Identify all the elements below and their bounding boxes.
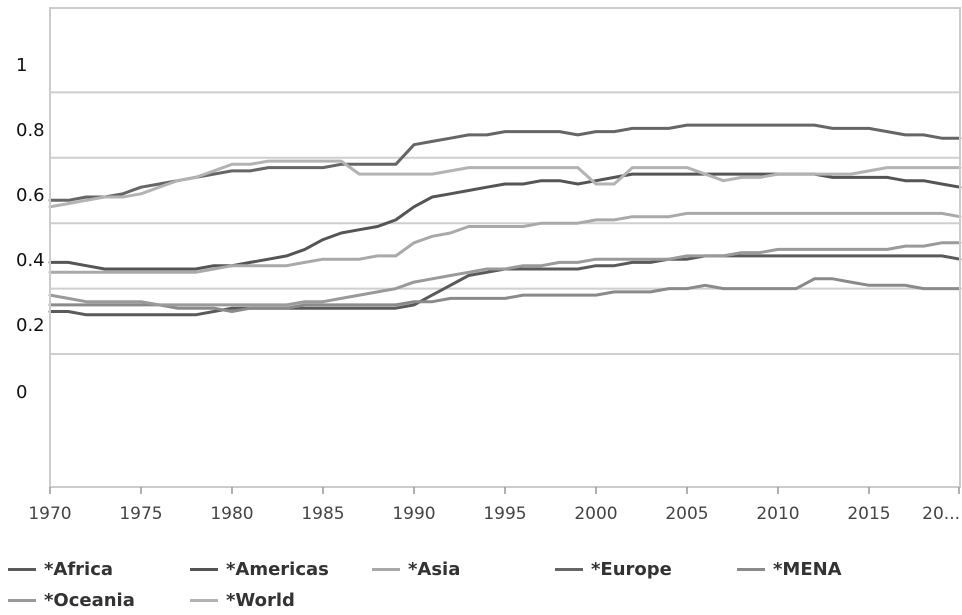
y-axis-tick-labels: 1 0.8 0.6 0.4 0.2 0 <box>16 55 45 403</box>
legend-swatch <box>555 567 583 571</box>
x-tick-label: 20... <box>922 504 960 524</box>
x-tick-label: 1990 <box>392 504 435 524</box>
y-tick-label: 1 <box>16 55 27 76</box>
legend-swatch <box>372 567 400 571</box>
y-tick-label: 0.8 <box>16 120 45 141</box>
line-chart: 1 0.8 0.6 0.4 0.2 0 1970 1975 1980 1985 1990 1995 2… <box>16 7 962 524</box>
plot-frame <box>49 7 961 488</box>
legend-item[interactable]: *World <box>190 587 295 613</box>
legend-label: *Americas <box>226 558 329 580</box>
legend-item[interactable]: *Oceania <box>8 587 135 613</box>
y-tick-label: 0.2 <box>16 315 45 336</box>
legend-item[interactable]: *Africa <box>8 556 113 582</box>
legend-label: *Oceania <box>44 589 135 611</box>
legend-label: *Europe <box>591 558 672 580</box>
legend-label: *World <box>226 589 295 611</box>
legend-label: *MENA <box>773 558 842 580</box>
legend-item[interactable]: *Asia <box>372 556 460 582</box>
x-tick-label: 2000 <box>574 504 617 524</box>
y-tick-label: 0 <box>16 382 27 403</box>
x-tick-label: 1975 <box>119 504 162 524</box>
series-line <box>48 241 962 307</box>
plot-border <box>49 7 961 488</box>
legend-item[interactable]: *MENA <box>737 556 842 582</box>
legend-label: *Asia <box>408 558 461 580</box>
legend-swatch <box>190 567 218 571</box>
series-line <box>48 211 962 274</box>
x-tick-label: 2010 <box>756 504 799 524</box>
legend-swatch <box>8 567 36 571</box>
x-tick-label: 2005 <box>665 504 708 524</box>
legend-swatch <box>190 598 218 602</box>
y-tick-label: 0.6 <box>16 185 45 206</box>
legend-item[interactable]: *Europe <box>555 556 672 582</box>
legend-swatch <box>737 567 765 571</box>
series-line <box>48 277 962 313</box>
series-line <box>48 123 962 202</box>
gridlines <box>50 91 960 355</box>
x-tick-label: 1970 <box>28 504 71 524</box>
series-lines <box>48 123 962 317</box>
legend-item[interactable]: *Americas <box>190 556 329 582</box>
x-axis-tick-labels: 1970 1975 1980 1985 1990 1995 2000 2005 2010 2015… <box>28 487 960 524</box>
legend-label: *Africa <box>44 558 114 580</box>
x-tick-label: 2015 <box>847 504 890 524</box>
series-line <box>48 159 962 209</box>
x-tick-label: 1995 <box>483 504 526 524</box>
y-tick-label: 0.4 <box>16 250 45 271</box>
x-tick-label: 1985 <box>301 504 344 524</box>
legend-swatch <box>8 598 36 602</box>
x-tick-label: 1980 <box>210 504 253 524</box>
